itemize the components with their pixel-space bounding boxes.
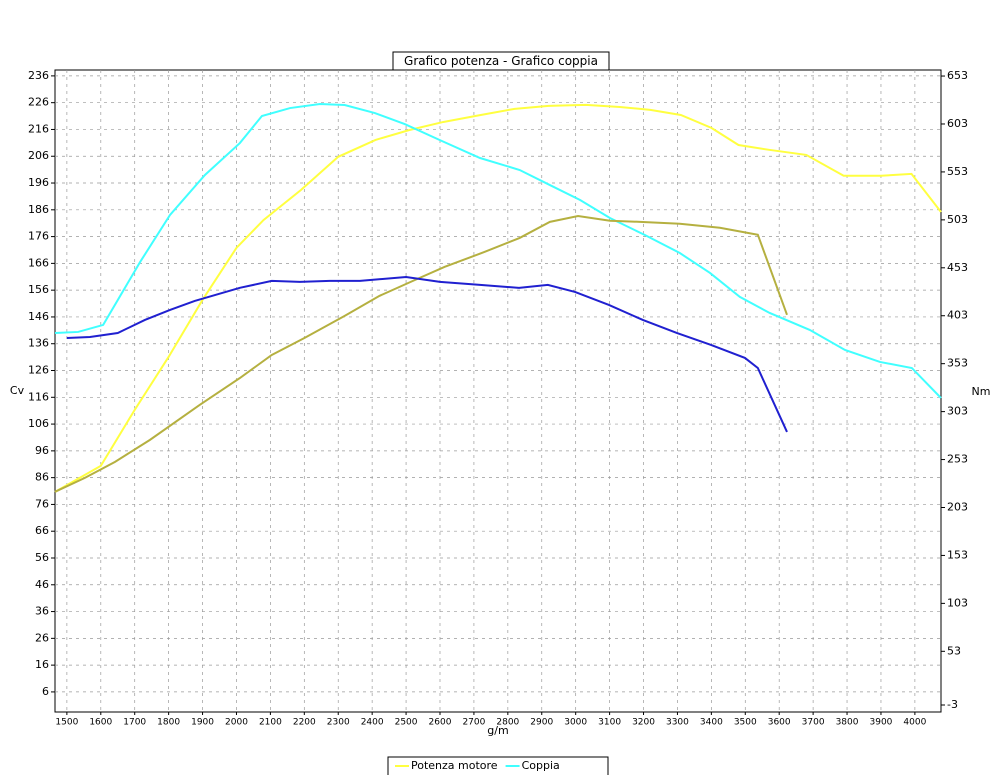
title-box [392,51,610,71]
y-tick-label: 166 [28,256,49,269]
y2-tick-label: 353 [947,357,968,370]
x-tick-label: 2800 [496,718,519,728]
y-tick-label: 176 [28,230,49,243]
x-tick-label: 2000 [225,718,248,728]
x-tick-label: 1800 [157,718,180,728]
y-tick-label: 146 [28,310,49,323]
plot-frame [54,69,942,713]
y2-tick-label: 203 [947,500,968,513]
series-line [54,103,942,399]
y2-tick-label: -3 [947,698,958,711]
x-tick-label: 2900 [530,718,553,728]
y2-tick-label: 103 [947,596,968,609]
y-tick-label: 106 [28,417,49,430]
x-tick-label: 3200 [632,718,655,728]
legend-label: Coppia [522,759,560,772]
x-tick-label: 2700 [462,718,485,728]
y-tick-label: 226 [28,96,49,109]
chart-title: Grafico potenza - Grafico coppia [404,54,598,68]
x-tick-label: 1500 [55,718,78,728]
x-tick-label: 3700 [802,718,825,728]
y2-tick-label: 403 [947,309,968,322]
series-line [54,214,788,493]
y-tick-label: 86 [35,471,49,484]
x-tick-label: 3400 [700,718,723,728]
series-line [66,275,788,433]
x-tick-label: 3800 [836,718,859,728]
x-tick-label: 2300 [327,718,350,728]
y2-tick-label: 453 [947,261,968,274]
legend-box [387,756,609,775]
y2-tick-label: 553 [947,165,968,178]
y-tick-label: 46 [35,578,49,591]
y2-tick-label: 653 [947,69,968,82]
x-tick-label: 1700 [123,718,146,728]
x-tick-label: 3500 [734,718,757,728]
y-tick-label: 96 [35,444,49,457]
y2-axis-label: Nm [972,385,991,398]
x-tick-label: 3300 [666,718,689,728]
y-tick-label: 216 [28,122,49,135]
y-tick-label: 206 [28,149,49,162]
y2-tick-label: 253 [947,453,968,466]
x-tick-label: 3000 [564,718,587,728]
x-axis-label: g/m [487,724,508,737]
x-tick-label: 2400 [361,718,384,728]
series-line [54,103,942,493]
y-tick-label: 116 [28,390,49,403]
y-tick-label: 136 [28,337,49,350]
legend-label: Potenza motore [411,759,498,772]
y-tick-label: 26 [35,631,49,644]
y-tick-label: 186 [28,203,49,216]
y-tick-label: 196 [28,176,49,189]
x-tick-label: 2200 [293,718,316,728]
x-tick-label: 3900 [870,718,893,728]
y-tick-label: 56 [35,551,49,564]
y2-tick-label: 53 [947,644,961,657]
y-tick-label: 126 [28,364,49,377]
y-tick-label: 66 [35,524,49,537]
x-tick-label: 2500 [395,718,418,728]
y2-tick-label: 303 [947,405,968,418]
y-tick-label: 6 [42,685,49,698]
y2-tick-label: 503 [947,213,968,226]
x-tick-label: 1900 [191,718,214,728]
y-tick-label: 76 [35,497,49,510]
x-tick-label: 2100 [259,718,282,728]
x-tick-label: 3100 [598,718,621,728]
y-axis-label: Cv [10,384,25,397]
y-tick-label: 236 [28,69,49,82]
y-tick-label: 36 [35,605,49,618]
y2-tick-label: 603 [947,117,968,130]
x-tick-label: 3600 [768,718,791,728]
y-tick-label: 156 [28,283,49,296]
x-tick-label: 2600 [429,718,452,728]
y2-tick-label: 153 [947,548,968,561]
x-tick-label: 1600 [89,718,112,728]
y-tick-label: 16 [35,658,49,671]
x-tick-label: 4000 [903,718,926,728]
